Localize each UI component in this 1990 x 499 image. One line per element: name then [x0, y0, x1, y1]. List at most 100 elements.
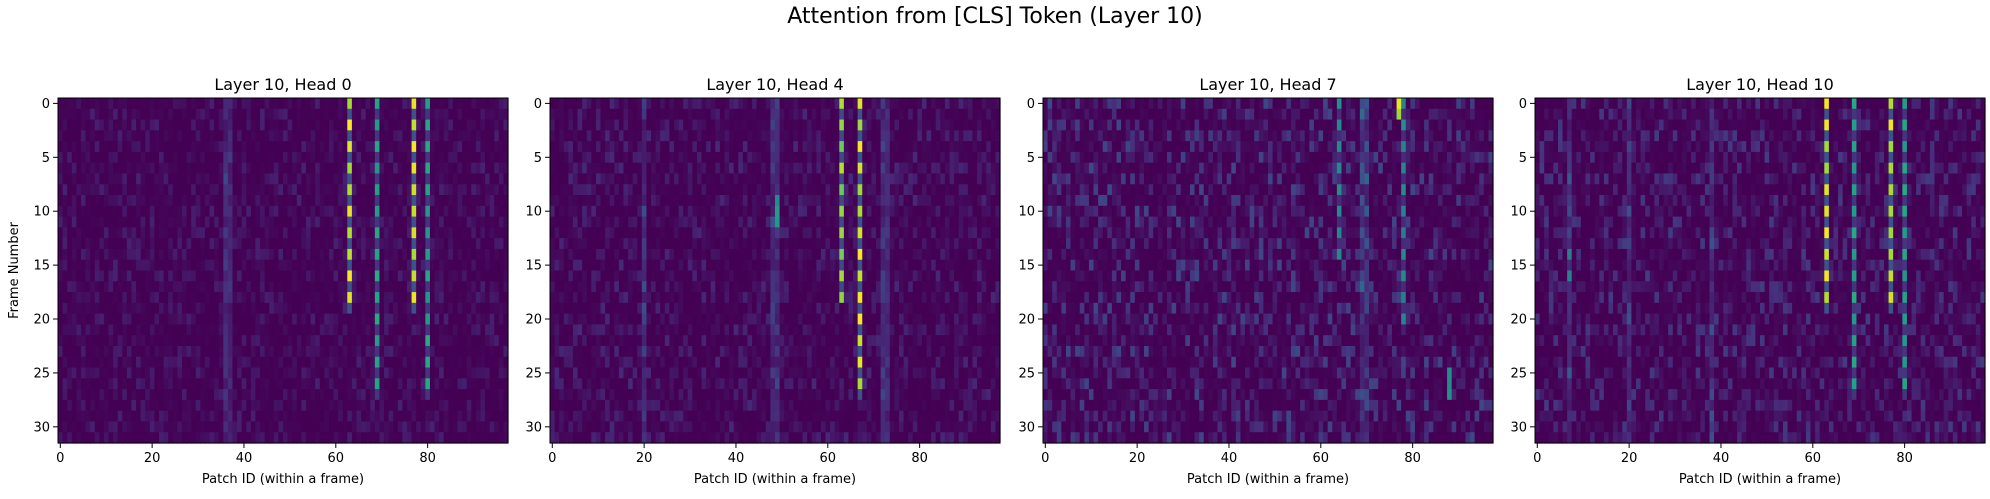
heatmap-cell	[251, 368, 256, 379]
heatmap-cell	[370, 163, 375, 174]
heatmap-cell	[361, 314, 366, 325]
heatmap-cell	[499, 227, 504, 238]
heatmap-cell	[564, 109, 569, 120]
heatmap-cell	[688, 227, 693, 238]
heatmap-cell	[154, 378, 159, 389]
heatmap-cell	[154, 173, 159, 184]
heatmap-cell	[131, 227, 136, 238]
heatmap-cell	[210, 120, 215, 131]
heatmap-cell	[283, 389, 288, 400]
heatmap-cell	[982, 281, 987, 292]
heatmap-cell	[288, 120, 293, 131]
heatmap-cell	[761, 141, 766, 152]
heatmap-cell	[936, 141, 941, 152]
y-tick-label: 0	[42, 97, 50, 112]
heatmap-cell	[573, 130, 578, 141]
heatmap-cell	[228, 249, 233, 260]
heatmap-cell	[858, 227, 863, 238]
heatmap-cell	[356, 357, 361, 368]
heatmap-cell	[246, 173, 251, 184]
heatmap-cell	[168, 130, 173, 141]
heatmap-cell	[623, 217, 628, 228]
heatmap-cell	[200, 314, 205, 325]
heatmap-cell	[265, 260, 270, 271]
heatmap-cell	[457, 421, 462, 432]
heatmap-cell	[402, 217, 407, 228]
heatmap-cell	[798, 249, 803, 260]
heatmap-cell	[173, 314, 178, 325]
heatmap-cell	[853, 260, 858, 271]
heatmap-cell	[76, 109, 81, 120]
heatmap-cell	[297, 335, 302, 346]
heatmap-cell	[81, 389, 86, 400]
heatmap-cell	[86, 173, 91, 184]
heatmap-cell	[398, 130, 403, 141]
heatmap-cell	[480, 217, 485, 228]
heatmap-cell	[407, 389, 412, 400]
heatmap-cell	[127, 292, 132, 303]
heatmap-cell	[954, 173, 959, 184]
heatmap-cell	[90, 335, 95, 346]
heatmap-cell	[141, 292, 146, 303]
heatmap-cell	[550, 260, 555, 271]
heatmap-cell	[81, 249, 86, 260]
heatmap-cell	[683, 292, 688, 303]
heatmap-cell	[164, 249, 169, 260]
heatmap-cell	[260, 173, 265, 184]
heatmap-cell	[494, 238, 499, 249]
heatmap-cell	[269, 281, 274, 292]
heatmap-cell	[334, 368, 339, 379]
heatmap-cell	[770, 141, 775, 152]
heatmap-cell	[711, 109, 716, 120]
heatmap-cell	[931, 271, 936, 282]
heatmap-cell	[159, 184, 164, 195]
heatmap-cell	[729, 173, 734, 184]
heatmap-cell	[237, 400, 242, 411]
heatmap-cell	[81, 152, 86, 163]
heatmap-cell	[301, 217, 306, 228]
heatmap-cell	[237, 411, 242, 422]
heatmap-cell	[605, 292, 610, 303]
heatmap-cell	[67, 206, 72, 217]
heatmap-cell	[692, 130, 697, 141]
heatmap-cell	[578, 163, 583, 174]
heatmap-cell	[95, 411, 100, 422]
heatmap-cell	[651, 120, 656, 131]
heatmap-cell	[412, 195, 417, 206]
heatmap-cell	[320, 378, 325, 389]
heatmap-cell	[297, 238, 302, 249]
heatmap-cell	[601, 260, 606, 271]
heatmap-cell	[862, 271, 867, 282]
heatmap-cell	[711, 141, 716, 152]
heatmap-cell	[656, 98, 661, 109]
heatmap-cell	[894, 227, 899, 238]
heatmap-cell	[260, 184, 265, 195]
heatmap-cell	[467, 314, 472, 325]
heatmap-cell	[743, 227, 748, 238]
heatmap-cell	[113, 421, 118, 432]
heatmap-cell	[439, 432, 444, 443]
heatmap-cell	[462, 335, 467, 346]
heatmap-cell	[379, 184, 384, 195]
heatmap-cell	[95, 432, 100, 443]
heatmap-cell	[752, 227, 757, 238]
heatmap-cell	[669, 152, 674, 163]
heatmap-cell	[421, 120, 426, 131]
heatmap-cell	[494, 271, 499, 282]
heatmap-cell	[297, 98, 302, 109]
heatmap-cell	[697, 152, 702, 163]
heatmap-cell	[398, 238, 403, 249]
heatmap-cell	[145, 163, 150, 174]
heatmap-cell	[136, 98, 141, 109]
heatmap-cell	[619, 152, 624, 163]
heatmap-cell	[633, 109, 638, 120]
heatmap-cell	[416, 249, 421, 260]
heatmap-cell	[885, 130, 890, 141]
heatmap-cell	[853, 238, 858, 249]
heatmap-cell	[104, 217, 109, 228]
heatmap-cell	[747, 152, 752, 163]
heatmap-cell	[379, 173, 384, 184]
heatmap-cell	[63, 109, 68, 120]
heatmap-cell	[871, 98, 876, 109]
